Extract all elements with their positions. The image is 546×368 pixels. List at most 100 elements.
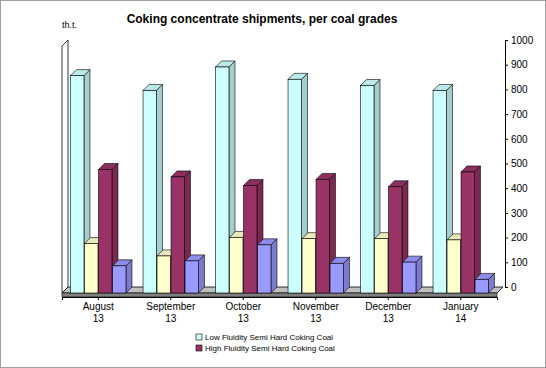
bar-top — [461, 166, 480, 172]
bar-top — [185, 255, 204, 261]
bar-front — [230, 237, 243, 293]
bar — [258, 239, 277, 293]
bar-front — [216, 67, 229, 293]
y-tick-mark — [505, 238, 508, 239]
y-tick-label: 100 — [511, 257, 528, 268]
x-tick-label-line: December — [365, 301, 412, 312]
bar-front — [389, 187, 402, 293]
bar-top — [113, 260, 132, 266]
y-tick-mark — [505, 40, 508, 41]
bar-front — [258, 245, 271, 293]
bar — [113, 260, 132, 293]
x-tick-label: October13 — [225, 301, 261, 324]
y-tick: 400 — [505, 183, 528, 194]
y-tick: 1000 — [505, 35, 534, 46]
y-tick-label: 700 — [511, 109, 528, 120]
bar — [185, 255, 204, 293]
x-tick-label: August13 — [83, 301, 114, 324]
y-tick-label: 0 — [511, 282, 517, 293]
bar-front — [288, 79, 301, 293]
bar-top — [316, 173, 335, 179]
x-tick-label-line: 13 — [310, 313, 322, 324]
y-tick-mark — [505, 287, 508, 288]
bar — [403, 256, 422, 293]
x-tick-label-line: October — [225, 301, 261, 312]
x-tick: November13 — [293, 297, 340, 324]
y-tick-mark — [505, 139, 508, 140]
bar-front — [171, 177, 184, 293]
x-tick-mark — [315, 297, 316, 300]
bar-front — [85, 244, 98, 293]
y-tick: 0 — [505, 282, 517, 293]
bar-front — [71, 76, 84, 293]
y-tick-label: 300 — [511, 208, 528, 219]
bar-front — [403, 262, 416, 293]
x-axis-line — [63, 298, 498, 301]
bar-top — [258, 239, 277, 245]
bar-front — [447, 240, 460, 293]
bar-top — [244, 180, 263, 186]
bar-top — [389, 181, 408, 187]
bar — [461, 166, 480, 293]
x-tick-label: December13 — [365, 301, 412, 324]
x-tick-mark — [460, 297, 461, 300]
y-tick: 900 — [505, 59, 528, 70]
bar-front — [475, 279, 488, 293]
bar-top — [403, 256, 422, 262]
x-tick: September13 — [146, 297, 196, 324]
floor-edge — [62, 293, 497, 297]
y-tick-mark — [505, 213, 508, 214]
bar — [475, 273, 494, 293]
y-tick-label: 900 — [511, 59, 528, 70]
bar-top — [330, 257, 349, 263]
bar-top — [143, 84, 162, 90]
bar-side — [416, 256, 422, 293]
bar-front — [330, 263, 343, 293]
legend-item: Low Fluidity Semi Hard Coking Coal — [196, 333, 333, 342]
y-tick-label: 200 — [511, 232, 528, 243]
x-tick-label-line: 13 — [238, 313, 250, 324]
x-tick-label-line: 13 — [93, 313, 105, 324]
bar — [330, 257, 349, 293]
y-tick-mark — [505, 164, 508, 165]
x-tick-label-line: 13 — [165, 313, 177, 324]
bar-front — [433, 90, 446, 293]
y-tick-mark — [505, 65, 508, 66]
y-tick: 700 — [505, 109, 528, 120]
x-tick-mark — [170, 297, 171, 300]
bar-front — [316, 179, 329, 293]
legend-item: High Fluidity Semi Hard Coking Coal — [196, 344, 335, 353]
x-tick-label: September13 — [146, 301, 196, 324]
y-tick-mark — [505, 89, 508, 90]
x-tick-label-line: 14 — [455, 313, 467, 324]
chart: 01002003004005006007008009001000August13… — [0, 0, 546, 368]
x-tick: October13 — [225, 297, 261, 324]
bar-front — [99, 170, 112, 294]
x-axis: August13September13October13November13De… — [63, 297, 498, 324]
y-label: th.t. — [62, 20, 77, 30]
legend-label: Low Fluidity Semi Hard Coking Coal — [205, 333, 333, 342]
y-axis-line — [506, 41, 509, 288]
bar-front — [113, 266, 126, 293]
bar-side — [198, 255, 204, 293]
bar-top — [361, 80, 380, 86]
bar-front — [185, 261, 198, 293]
bar-top — [216, 61, 235, 67]
legend-swatch — [196, 345, 202, 351]
x-tick-mark — [98, 297, 99, 300]
bar-side — [271, 239, 277, 293]
bar-top — [71, 70, 90, 76]
x-tick-label-line: November — [293, 301, 340, 312]
background — [1, 1, 546, 368]
bar-top — [171, 171, 190, 177]
x-tick-label-line: 13 — [383, 313, 395, 324]
y-tick-label: 400 — [511, 183, 528, 194]
bar-front — [244, 186, 257, 293]
bar-top — [99, 164, 118, 170]
y-tick: 300 — [505, 208, 528, 219]
x-tick-label-line: August — [83, 301, 114, 312]
y-tick-mark — [505, 188, 508, 189]
x-tick-mark — [243, 297, 244, 300]
y-tick-label: 600 — [511, 134, 528, 145]
bar-top — [288, 73, 307, 79]
